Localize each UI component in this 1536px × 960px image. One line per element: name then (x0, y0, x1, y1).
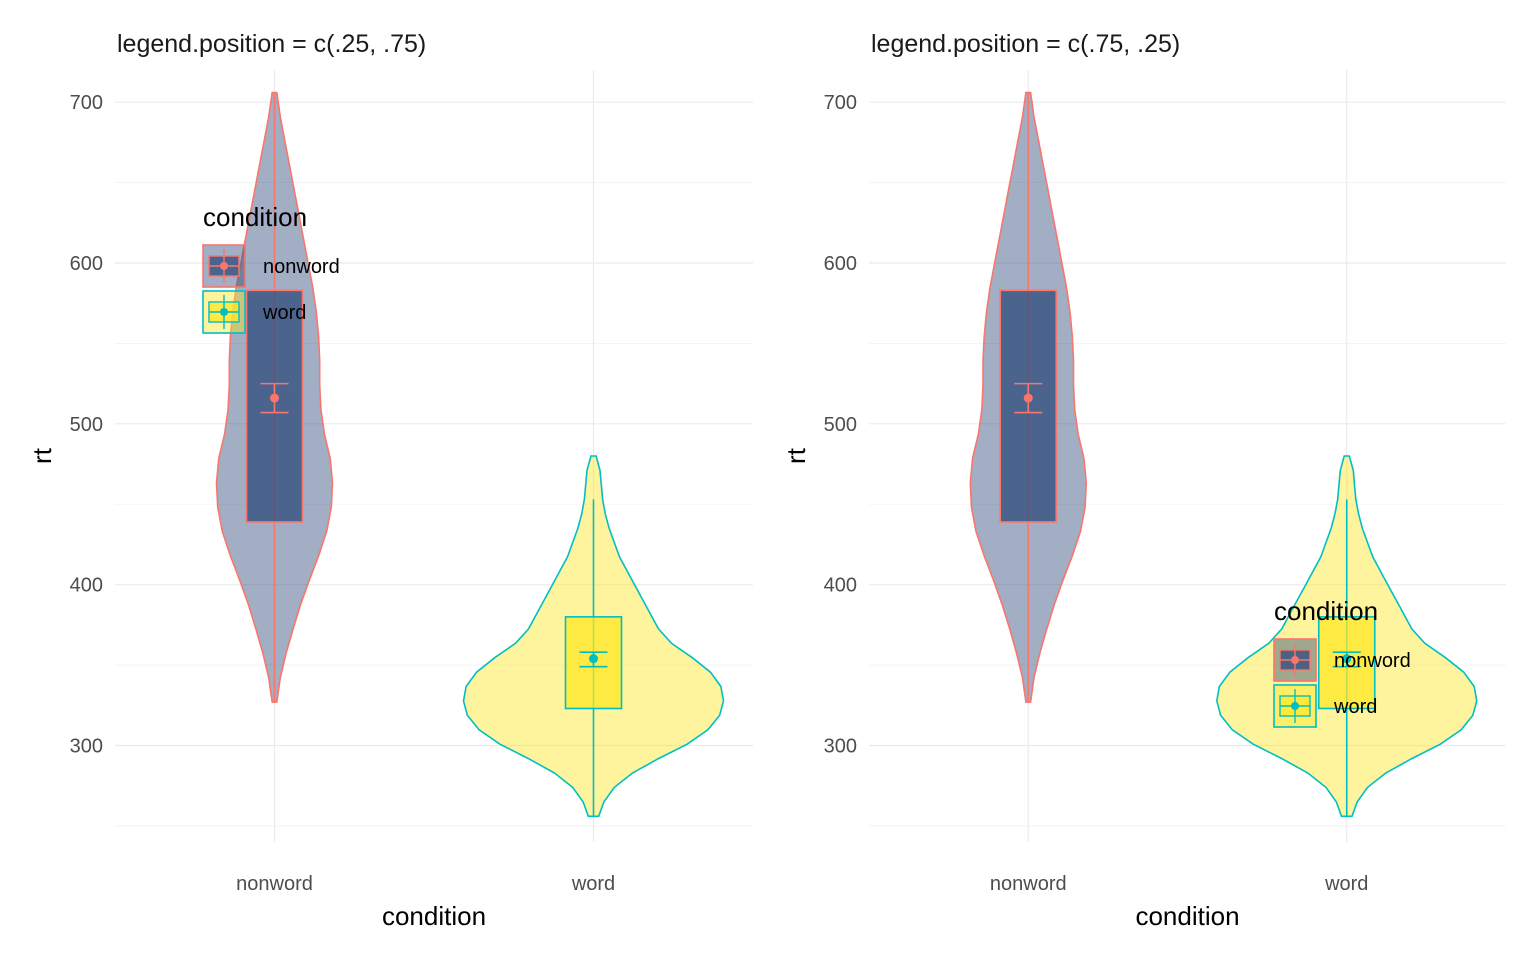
legend-key-point (220, 262, 228, 270)
y-tick-label: 400 (824, 575, 857, 597)
x-tick-label: nonword (990, 873, 1067, 895)
x-axis-label: condition (382, 901, 486, 931)
y-tick-label: 600 (70, 253, 103, 275)
y-tick-label: 500 (70, 414, 103, 436)
y-tick-label: 300 (824, 736, 857, 758)
legend: condition nonword word (1273, 596, 1411, 728)
legend-key-nonword (202, 244, 246, 288)
y-tick-label: 700 (824, 92, 857, 114)
chart-title: legend.position = c(.25, .75) (117, 30, 426, 58)
series-word (462, 455, 725, 818)
legend-key-word (202, 290, 246, 334)
x-tick-label: nonword (236, 873, 313, 895)
panel-2: 300 400 500 600 700 nonword word condition rt leg… (781, 30, 1506, 931)
legend-key-point (1291, 702, 1299, 710)
y-tick-label: 500 (824, 414, 857, 436)
y-tick-label: 400 (70, 575, 103, 597)
legend: condition nonword word (202, 202, 340, 334)
legend-key-word (1273, 684, 1317, 728)
x-tick-label: word (1324, 873, 1368, 895)
y-tick-label: 700 (70, 92, 103, 114)
mean-point-word (589, 654, 598, 664)
mean-point-nonword (1023, 393, 1033, 403)
x-tick-label: word (571, 873, 615, 895)
y-tick-label: 300 (70, 736, 103, 758)
legend-key-point (220, 308, 228, 316)
chart-title: legend.position = c(.75, .25) (871, 30, 1180, 58)
legend-key-nonword (1273, 638, 1317, 682)
series-word (1215, 455, 1478, 818)
y-tick-label: 600 (824, 253, 857, 275)
legend-label-nonword: nonword (1334, 650, 1411, 672)
series-nonword (215, 91, 334, 703)
legend-key-point (1291, 656, 1299, 664)
legend-label-word: word (1333, 696, 1377, 718)
series-nonword (969, 91, 1088, 703)
y-axis-label: rt (27, 447, 57, 464)
legend-title: condition (1274, 596, 1378, 626)
mean-point-word (1342, 654, 1352, 664)
mean-point-nonword (270, 393, 279, 403)
panel-1: 300 400 500 600 700 nonword word condition rt leg… (27, 30, 753, 931)
legend-title: condition (203, 202, 307, 232)
legend-label-nonword: nonword (263, 256, 340, 278)
y-axis-label: rt (781, 447, 811, 464)
legend-label-word: word (262, 302, 306, 324)
x-axis-label: condition (1135, 901, 1239, 931)
